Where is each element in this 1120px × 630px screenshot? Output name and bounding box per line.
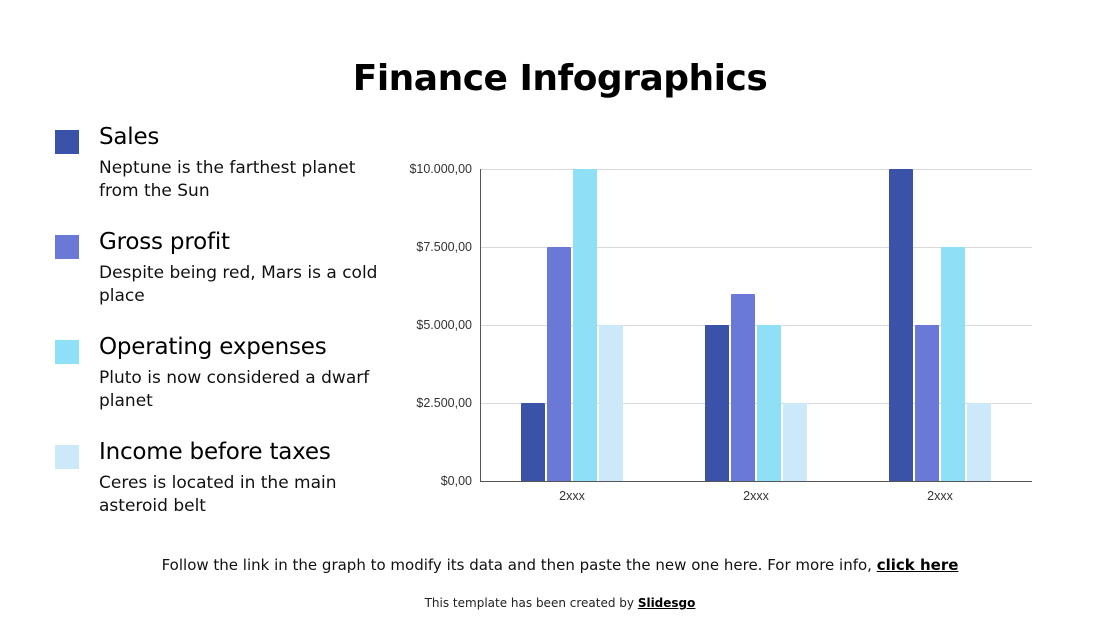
gridline xyxy=(480,325,1032,326)
bar-sales[interactable] xyxy=(889,169,913,481)
bar-gross-profit[interactable] xyxy=(547,247,571,481)
slidesgo-link[interactable]: Slidesgo xyxy=(637,596,696,610)
legend-label: Sales xyxy=(99,124,160,150)
legend-swatch-gross-profit xyxy=(55,235,79,259)
note-text: Follow the link in the graph to modify i… xyxy=(161,556,877,574)
click-here-link[interactable]: click here xyxy=(876,556,959,574)
bar-chart[interactable]: $0,00 $2.500,00 $5.000,00 $7.500,00 $10.000,… xyxy=(380,150,1050,520)
legend-swatch-operating-expenses xyxy=(55,340,79,364)
credit-line: This template has been created by Slides… xyxy=(0,596,1120,610)
bar-sales[interactable] xyxy=(521,403,545,481)
gridline xyxy=(480,403,1032,404)
bar-gross-profit[interactable] xyxy=(731,293,755,481)
legend-description: Ceres is located in the main asteroid be… xyxy=(99,473,337,516)
legend-label: Operating expenses xyxy=(99,334,327,360)
y-axis-tick-label: $0,00 xyxy=(440,474,472,488)
y-axis-tick-label: $5.000,00 xyxy=(416,318,472,332)
x-axis-tick-label: 2xxx xyxy=(927,489,953,503)
gridline xyxy=(480,247,1032,248)
y-axis-tick-label: $2.500,00 xyxy=(416,396,472,410)
bar-income-before-taxes[interactable] xyxy=(783,403,807,481)
slide-title: Finance Infographics xyxy=(352,58,768,99)
instruction-note: Follow the link in the graph to modify i… xyxy=(0,556,1120,574)
bar-sales[interactable] xyxy=(705,325,729,481)
bar-operating-expenses[interactable] xyxy=(757,325,781,481)
legend-swatch-sales xyxy=(55,130,79,154)
bar-income-before-taxes[interactable] xyxy=(599,325,623,481)
legend-description: Neptune is the farthest planet from the … xyxy=(99,158,356,201)
bar-gross-profit[interactable] xyxy=(915,325,939,481)
x-axis-tick-label: 2xxx xyxy=(743,489,769,503)
gridline xyxy=(480,169,1032,170)
y-axis-tick-label: $7.500,00 xyxy=(416,240,472,254)
legend-label: Income before taxes xyxy=(99,439,331,465)
bar-income-before-taxes[interactable] xyxy=(967,403,991,481)
y-axis-tick-label: $10.000,00 xyxy=(409,162,472,176)
bar-operating-expenses[interactable] xyxy=(941,247,965,481)
credit-text: This template has been created by xyxy=(424,596,638,610)
legend-label: Gross profit xyxy=(99,229,230,255)
legend-description: Pluto is now considered a dwarf planet xyxy=(99,368,370,411)
x-axis-line xyxy=(480,481,1032,482)
legend-description: Despite being red, Mars is a cold place xyxy=(99,263,378,306)
y-axis-line xyxy=(480,169,481,481)
legend-swatch-income-before-taxes xyxy=(55,445,79,469)
bar-operating-expenses[interactable] xyxy=(573,169,597,481)
x-axis-tick-label: 2xxx xyxy=(559,489,585,503)
